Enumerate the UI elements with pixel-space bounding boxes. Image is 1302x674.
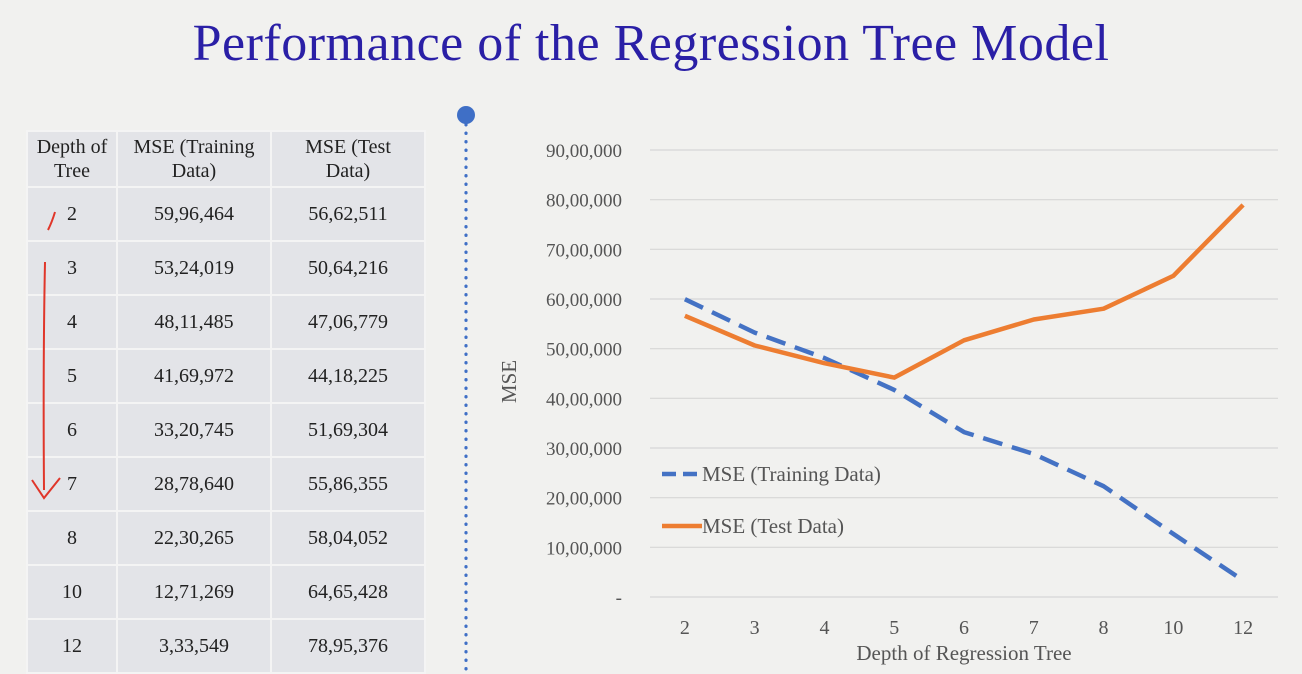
cell-depth: 2 [26,186,118,242]
y-tick-label: 60,00,000 [546,290,622,311]
y-axis-label: MSE [497,360,521,403]
series-line-training [683,297,1245,583]
y-tick-label: - [616,588,622,609]
y-tick-label: 30,00,000 [546,439,622,460]
cell-depth: 5 [26,348,118,404]
cell-mse-training: 59,96,464 [116,186,272,242]
x-axis-label: Depth of Regression Tree [856,641,1071,665]
cell-mse-training: 41,69,972 [116,348,272,404]
table-row: 4 48,11,485 47,06,779 [26,294,426,350]
mse-line-chart: - 10,00,000 20,00,000 30,00,000 40,00,000 50,… [497,141,1278,665]
y-tick-label: 20,00,000 [546,489,622,510]
cell-mse-training: 28,78,640 [116,456,272,512]
cell-depth: 6 [26,402,118,458]
divider-dot [457,106,475,124]
cell-depth: 12 [26,618,118,674]
header-depth: Depth of Tree [26,130,118,188]
cell-mse-test: 56,62,511 [270,186,426,242]
cell-mse-test: 44,18,225 [270,348,426,404]
cell-mse-training: 53,24,019 [116,240,272,296]
table-row: 6 33,20,745 51,69,304 [26,402,426,458]
table-header-row: Depth of Tree MSE (Training Data) MSE (Tes… [26,130,426,188]
cell-mse-test: 47,06,779 [270,294,426,350]
x-tick-label: 6 [959,617,969,639]
table-row: 7 28,78,640 55,86,355 [26,456,426,512]
y-tick-label: 80,00,000 [546,191,622,212]
x-tick-label: 3 [750,617,760,639]
table-row: 5 41,69,972 44,18,225 [26,348,426,404]
cell-mse-training: 22,30,265 [116,510,272,566]
cell-mse-training: 3,33,549 [116,618,272,674]
x-tick-label: 2 [680,617,690,639]
cell-mse-test: 50,64,216 [270,240,426,296]
header-mse-test: MSE (Test Data) [270,130,426,188]
cell-depth: 10 [26,564,118,620]
x-tick-label: 7 [1029,617,1039,639]
y-tick-label: 70,00,000 [546,240,622,261]
x-tick-label: 4 [819,617,829,639]
slide-title: Performance of the Regression Tree Model [192,15,1110,72]
table-row: 10 12,71,269 64,65,428 [26,564,426,620]
x-tick-label: 5 [889,617,899,639]
header-mse-training: MSE (Training Data) [116,130,272,188]
cell-mse-test: 58,04,052 [270,510,426,566]
cell-mse-test: 64,65,428 [270,564,426,620]
x-tick-label: 10 [1163,617,1183,639]
series-line-test [684,203,1245,380]
y-tick-label: 90,00,000 [546,141,622,162]
table-row: 8 22,30,265 58,04,052 [26,510,426,566]
cell-mse-test: 51,69,304 [270,402,426,458]
table-row: 2 59,96,464 56,62,511 [26,186,426,242]
cell-mse-test: 55,86,355 [270,456,426,512]
table-row: 12 3,33,549 78,95,376 [26,618,426,674]
y-tick-label: 10,00,000 [546,538,622,559]
cell-mse-training: 12,71,269 [116,564,272,620]
x-tick-label: 8 [1099,617,1109,639]
table-row: 3 53,24,019 50,64,216 [26,240,426,296]
cell-depth: 7 [26,456,118,512]
y-tick-label: 50,00,000 [546,340,622,361]
y-tick-label: 40,00,000 [546,389,622,410]
cell-depth: 8 [26,510,118,566]
cell-mse-training: 48,11,485 [116,294,272,350]
cell-depth: 3 [26,240,118,296]
cell-mse-test: 78,95,376 [270,618,426,674]
x-tick-label: 12 [1233,617,1253,639]
legend-label: MSE (Training Data) [702,462,881,486]
cell-depth: 4 [26,294,118,350]
vertical-dotted-divider [464,112,468,673]
cell-mse-training: 33,20,745 [116,402,272,458]
mse-table: Depth of Tree MSE (Training Data) MSE (Tes… [26,130,426,674]
legend-label: MSE (Test Data) [702,514,844,538]
